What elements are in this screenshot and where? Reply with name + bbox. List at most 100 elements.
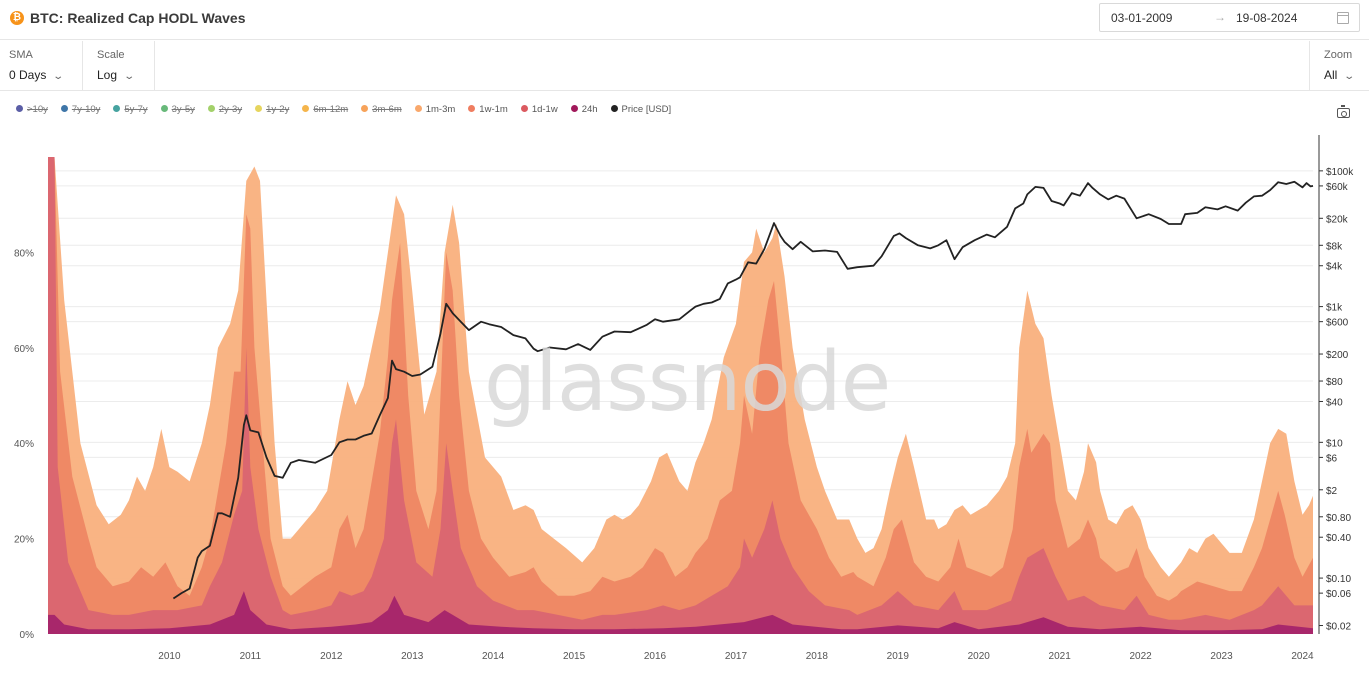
x-tick-label: 2023: [1210, 651, 1233, 662]
x-tick-label: 2012: [320, 651, 343, 662]
y-right-tick-label: $1k: [1326, 303, 1343, 314]
legend-item[interactable]: 2y-3y: [207, 104, 243, 115]
y-left-tick-label: 80%: [14, 248, 34, 259]
legend-label: 1d-1w: [531, 104, 558, 115]
legend-item[interactable]: 24h: [570, 104, 598, 115]
legend-label: >10y: [27, 104, 48, 115]
legend-label: 24h: [581, 104, 598, 115]
sma-select[interactable]: SMA 0 Days ⌄: [0, 41, 82, 91]
x-tick-label: 2011: [240, 651, 262, 662]
y-left-tick-label: 0%: [20, 630, 35, 641]
calendar-icon[interactable]: [1337, 12, 1349, 24]
zoom-select[interactable]: Zoom All ⌄: [1315, 41, 1369, 91]
legend-label: 1w-1m: [479, 104, 508, 115]
y-right-tick-label: $0.40: [1326, 533, 1351, 544]
x-tick-label: 2018: [806, 651, 829, 662]
legend-swatch: [160, 105, 168, 112]
legend-label: Price [USD]: [621, 104, 672, 115]
x-tick-label: 2019: [887, 651, 910, 662]
y-right-tick-label: $10: [1326, 438, 1343, 449]
legend-swatch: [60, 105, 68, 112]
y-left-tick-label: 40%: [14, 439, 34, 450]
legend-swatch: [113, 105, 121, 112]
legend-swatch: [207, 105, 215, 112]
y-right-tick-label: $40: [1326, 397, 1343, 408]
x-tick-label: 2016: [644, 651, 667, 662]
y-right-tick-label: $600: [1326, 318, 1349, 329]
camera-icon[interactable]: [1337, 105, 1350, 118]
legend-item[interactable]: 5y-7y: [113, 104, 148, 115]
y-right-tick-label: $4k: [1326, 262, 1343, 273]
legend-swatch: [361, 105, 369, 112]
bitcoin-icon: ₿: [10, 11, 24, 25]
y-right-tick-label: $100k: [1326, 167, 1354, 178]
legend-swatch: [302, 105, 310, 112]
legend-item[interactable]: 6m-12m: [302, 104, 348, 115]
legend-item[interactable]: 1w-1m: [468, 104, 508, 115]
legend-swatch: [468, 105, 476, 112]
legend-swatch: [570, 105, 578, 112]
area-series: [48, 157, 1313, 634]
legend-item[interactable]: 1y-2y: [255, 104, 289, 115]
y-right-tick-label: $0.80: [1326, 513, 1351, 524]
chart-controls: SMA 0 Days ⌄ Scale Log ⌄ Zoom All ⌄: [0, 41, 1369, 91]
legend-swatch: [16, 105, 23, 112]
legend-label: 2y-3y: [218, 104, 243, 115]
x-tick-label: 2024: [1291, 651, 1314, 662]
chart-title: BTC: Realized Cap HODL Waves: [30, 10, 246, 26]
divider: [1309, 41, 1310, 91]
y-right-tick-label: $0.10: [1326, 574, 1351, 585]
arrow-right-icon: →: [1214, 10, 1226, 24]
y-left-tick-label: 60%: [14, 344, 34, 355]
scale-label: Scale: [97, 49, 125, 61]
divider: [82, 41, 83, 91]
zoom-label: Zoom: [1324, 49, 1353, 61]
x-tick-label: 2015: [563, 651, 586, 662]
legend-swatch: [520, 105, 528, 112]
legend-label: 1y-2y: [266, 104, 290, 115]
legend-swatch: [414, 105, 422, 112]
chart-legend: >10y 7y-10y 5y-7y 3y-5y 2y-3y 1y-2y 6m-12m 3m-6…: [16, 104, 684, 118]
legend-label: 7y-10y: [71, 104, 101, 115]
zoom-value: All: [1324, 68, 1338, 82]
y-right-tick-label: $20k: [1326, 214, 1349, 225]
legend-label: 1m-3m: [425, 104, 456, 115]
chart-header: ₿ BTC: Realized Cap HODL Waves 03-01-200…: [0, 0, 1369, 40]
x-tick-label: 2010: [158, 651, 181, 662]
legend-label: 5y-7y: [124, 104, 148, 115]
legend-label: 3m-6m: [372, 104, 402, 115]
y-right-tick-label: $2: [1326, 486, 1338, 497]
legend-swatch: [610, 105, 618, 112]
sma-value: 0 Days: [9, 68, 47, 82]
chevron-down-icon: ⌄: [52, 71, 65, 82]
x-tick-label: 2014: [482, 651, 505, 662]
date-end-input[interactable]: 19-08-2024: [1236, 11, 1298, 25]
hodl-waves-chart: 0% 20% 40% 60% 80% $0.02 $0.06 $0.10 $0.40 $0.80 $…: [14, 135, 1354, 662]
legend-swatch: [255, 105, 263, 112]
x-tick-label: 2022: [1129, 651, 1152, 662]
legend-item[interactable]: >10y: [16, 104, 48, 115]
legend-item[interactable]: 3m-6m: [361, 104, 402, 115]
x-tick-label: 2020: [968, 651, 991, 662]
y-right-tick-label: $6: [1326, 453, 1338, 464]
date-range-picker[interactable]: 03-01-2009 → 19-08-2024: [1099, 3, 1360, 32]
sma-label: SMA: [9, 49, 33, 61]
x-tick-label: 2017: [725, 651, 748, 662]
legend-item[interactable]: 3y-5y: [160, 104, 195, 115]
scale-value: Log: [97, 68, 118, 82]
chevron-down-icon: ⌄: [1343, 71, 1356, 82]
area-series: [48, 591, 1313, 634]
price-line: [172, 180, 1314, 600]
date-start-input[interactable]: 03-01-2009: [1111, 11, 1173, 25]
y-right-tick-label: $60k: [1326, 182, 1349, 193]
y-right-tick-label: $80: [1326, 377, 1343, 388]
legend-item[interactable]: 7y-10y: [60, 104, 101, 115]
scale-select[interactable]: Scale Log ⌄: [88, 41, 154, 91]
legend-item[interactable]: 1m-3m: [414, 104, 456, 115]
y-right-tick-label: $200: [1326, 350, 1349, 361]
y-left-tick-label: 20%: [14, 535, 34, 546]
legend-label: 6m-12m: [313, 104, 349, 115]
y-right-tick-label: $0.06: [1326, 589, 1351, 600]
legend-item[interactable]: Price [USD]: [610, 104, 672, 115]
legend-item[interactable]: 1d-1w: [520, 104, 558, 115]
